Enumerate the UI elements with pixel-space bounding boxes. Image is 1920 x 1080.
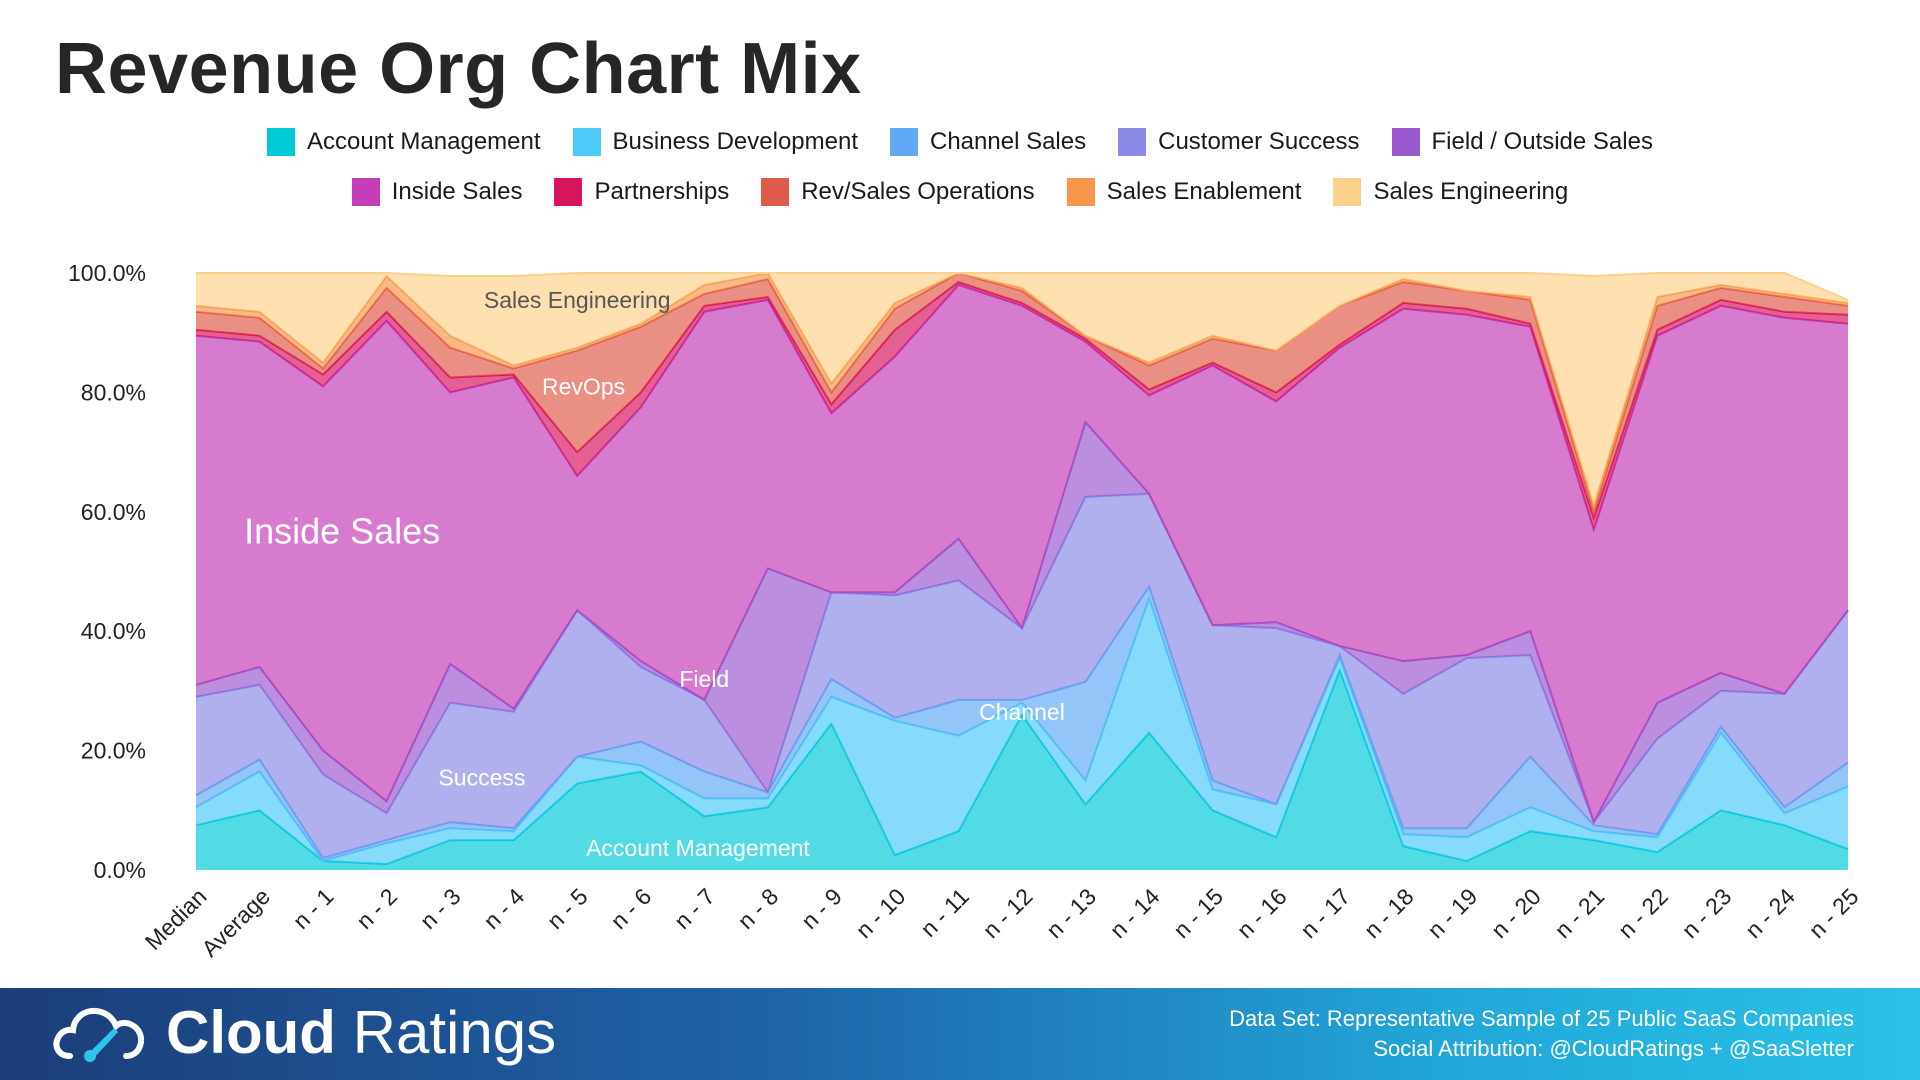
legend-label: Customer Success [1158, 128, 1360, 155]
brand-name-bold: Cloud [166, 999, 336, 1066]
attribution-social: Social Attribution: @CloudRatings + @Saa… [1373, 1036, 1854, 1061]
legend-label: Business Development [612, 128, 858, 155]
legend-label: Channel Sales [930, 128, 1087, 155]
legend-item-sales-engineering: Sales Engineering [1333, 178, 1568, 206]
legend-label: Partnerships [594, 178, 730, 205]
x-tick-label: n - 17 [1295, 883, 1355, 943]
legend-label: Field / Outside Sales [1431, 128, 1653, 155]
legend-label: Account Management [307, 128, 541, 155]
legend-swatch [890, 128, 918, 156]
legend-item-customer-success: Customer Success [1118, 128, 1360, 156]
legend-row-1: Account Management Business Development … [267, 128, 1653, 156]
x-tick-label: n - 2 [351, 883, 402, 934]
x-tick-label: n - 20 [1486, 883, 1546, 943]
y-tick-label: 40.0% [81, 618, 146, 644]
legend-swatch [267, 128, 296, 156]
legend-item-rev-sales-operations: Rev/Sales Operations [761, 178, 1035, 206]
legend-label: Rev/Sales Operations [801, 178, 1035, 205]
legend-row-2: Inside Sales Partnerships Rev/Sales Oper… [351, 178, 1568, 206]
x-tick-label: n - 16 [1232, 883, 1292, 943]
chart-legend: Account Management Business Development … [0, 128, 1920, 206]
x-tick-label: n - 15 [1168, 883, 1228, 943]
legend-swatch [1066, 178, 1095, 206]
legend-item-inside-sales: Inside Sales [351, 178, 523, 206]
y-tick-label: 20.0% [81, 738, 146, 764]
y-tick-label: 0.0% [94, 857, 146, 883]
chart-title: Revenue Org Chart Mix [55, 29, 862, 109]
x-tick-label: n - 9 [796, 883, 847, 934]
x-tick-label: n - 1 [288, 883, 339, 934]
x-tick-label: n - 11 [915, 883, 974, 942]
x-tick-label: n - 4 [478, 883, 529, 934]
x-tick-label: n - 14 [1105, 883, 1165, 943]
x-tick-label: n - 8 [732, 883, 783, 934]
x-tick-label: Average [196, 883, 275, 962]
brand-name-light: Ratings [352, 999, 557, 1066]
area-annotation: RevOps [542, 373, 625, 399]
area-annotation: Account Management [586, 835, 810, 861]
area-annotation: Field [679, 666, 729, 692]
attribution: Data Set: Representative Sample of 25 Pu… [1229, 1004, 1854, 1064]
area-account-management [196, 670, 1848, 870]
area-customer-success [196, 493, 1848, 859]
line-sales-engineering [196, 272, 1849, 301]
legend-label: Sales Engineering [1373, 178, 1569, 205]
legend-item-sales-enablement: Sales Enablement [1066, 178, 1302, 206]
stacked-area-chart: 0.0%20.0%40.0%60.0%80.0%100.0%MedianAver… [68, 260, 1864, 962]
y-tick-label: 60.0% [81, 499, 146, 525]
legend-item-partnerships: Partnerships [554, 178, 729, 206]
cloud-gauge-icon [53, 1007, 145, 1062]
plot-area [195, 271, 1849, 870]
area-annotation: Success [438, 764, 525, 790]
x-tick-label: n - 3 [415, 883, 466, 934]
line-channel-sales [195, 584, 1849, 860]
legend-item-business-development: Business Development [572, 128, 858, 156]
area-sales-engineering [196, 273, 1848, 506]
legend-swatch [1333, 178, 1362, 206]
x-tick-label: n - 25 [1804, 883, 1864, 943]
footer-banner: Cloud Ratings Data Set: Representative S… [0, 988, 1920, 1080]
brand: Cloud Ratings [52, 998, 556, 1068]
area-annotation: Inside Sales [244, 511, 440, 552]
legend-swatch [1391, 128, 1420, 156]
legend-swatch [351, 178, 380, 206]
x-tick-label: n - 23 [1676, 883, 1736, 943]
brand-name: Cloud Ratings [166, 998, 556, 1068]
legend-item-account-management: Account Management [267, 128, 541, 156]
legend-swatch [761, 178, 790, 206]
x-tick-label: n - 21 [1549, 883, 1609, 943]
x-tick-label: n - 22 [1613, 883, 1673, 943]
x-tick-label: n - 12 [978, 883, 1038, 943]
legend-swatch [1118, 128, 1147, 156]
y-tick-label: 80.0% [81, 379, 146, 405]
area-sales-enablement [196, 273, 1848, 512]
legend-swatch [554, 178, 583, 206]
x-tick-label: n - 18 [1359, 883, 1419, 943]
x-tick-label: n - 6 [605, 883, 656, 934]
legend-item-channel-sales: Channel Sales [890, 128, 1086, 156]
area-annotation: Sales Engineering [484, 287, 671, 313]
legend-label: Sales Enablement [1106, 178, 1302, 205]
legend-swatch [572, 128, 601, 156]
y-tick-label: 100.0% [68, 260, 146, 286]
area-annotation: Channel [979, 699, 1065, 725]
x-tick-label: n - 13 [1041, 883, 1101, 943]
x-tick-label: n - 19 [1422, 883, 1482, 943]
x-tick-label: n - 7 [669, 883, 720, 934]
x-tick-label: n - 10 [850, 883, 910, 943]
legend-item-field-outside-sales: Field / Outside Sales [1391, 128, 1653, 156]
legend-label: Inside Sales [391, 178, 523, 205]
area-inside-sales [196, 284, 1848, 823]
x-tick-label: n - 5 [542, 883, 593, 934]
x-tick-label: n - 24 [1740, 883, 1800, 943]
attribution-dataset: Data Set: Representative Sample of 25 Pu… [1229, 1006, 1854, 1031]
